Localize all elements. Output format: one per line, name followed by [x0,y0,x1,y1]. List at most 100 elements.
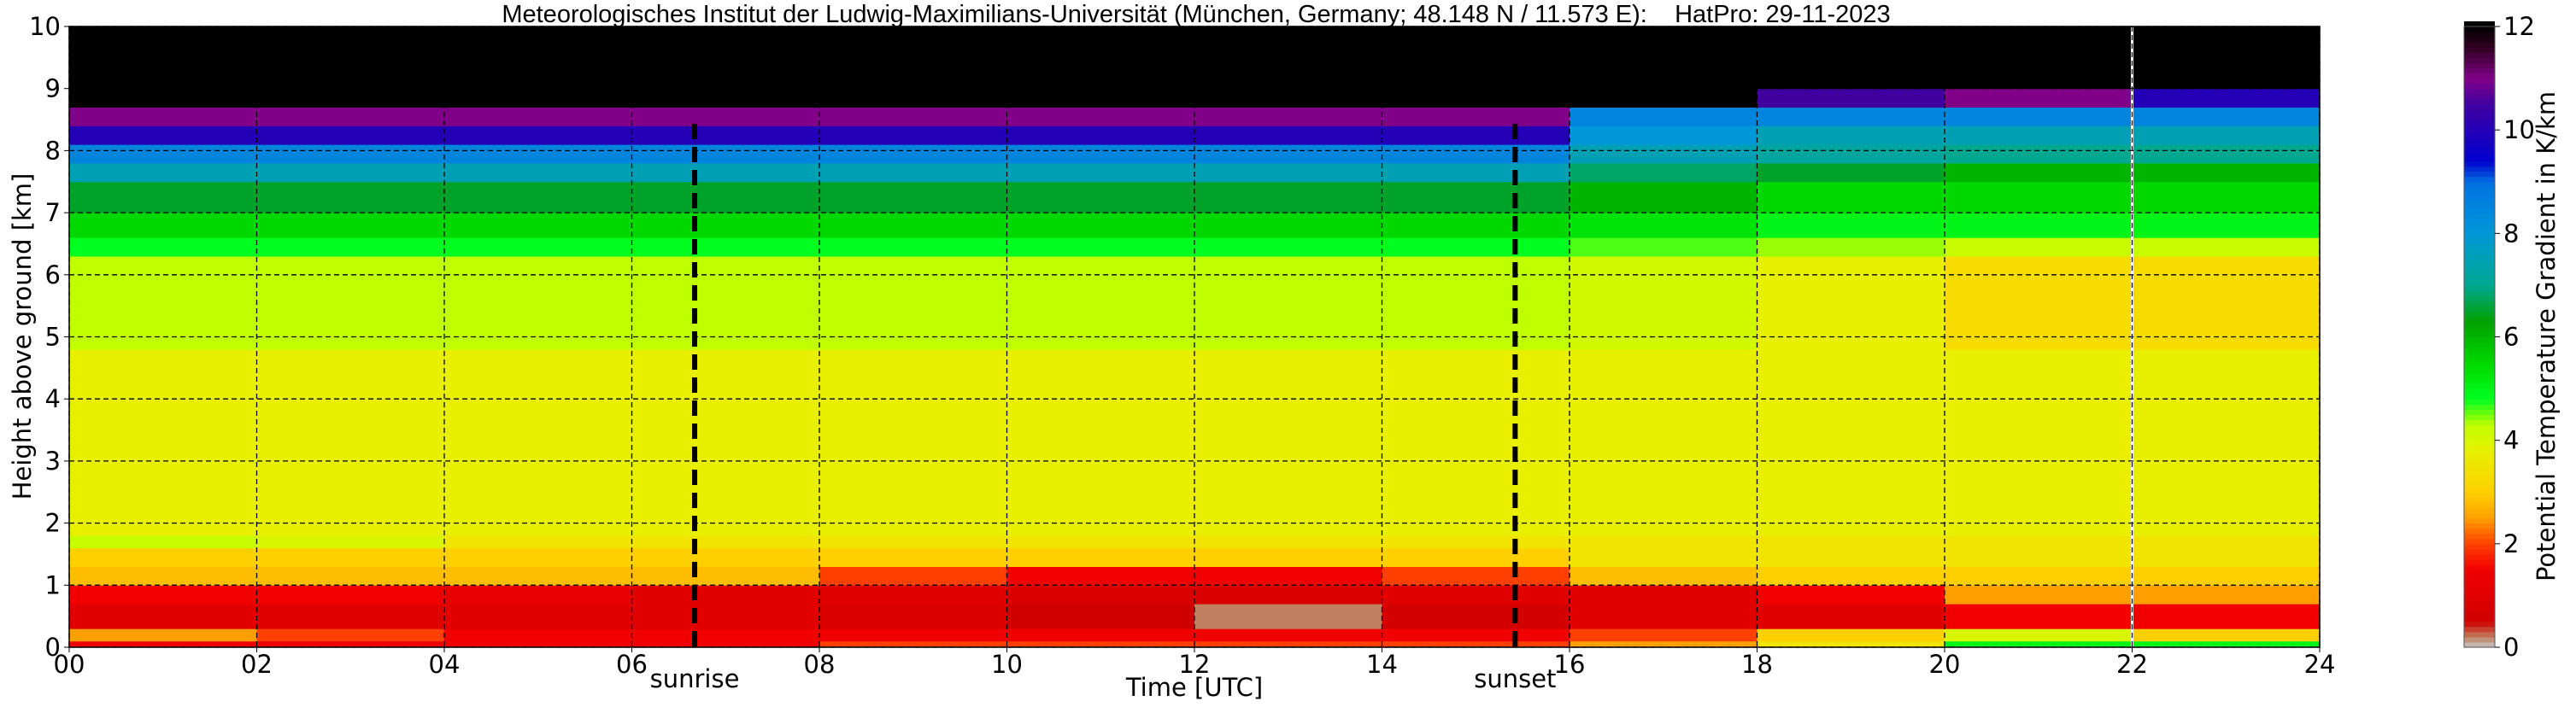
colorbar-segment [2464,171,2495,178]
heatmap-cell [256,181,445,213]
colorbar-segment [2464,471,2495,477]
heatmap-cell [256,237,445,257]
colorbar-segment [2464,223,2495,229]
x-tick-label: 08 [804,650,836,679]
heatmap-cell [256,628,445,642]
heatmap-cell [2132,181,2321,213]
heatmap-cell [1570,349,1757,536]
colorbar-segment [2464,424,2495,431]
heatmap-cell [1945,162,2133,183]
heatmap-cell [819,640,1007,648]
heatmap-cell [1757,585,1945,605]
colorbar-segment [2464,289,2495,296]
heatmap-cell [1945,566,2133,586]
heatmap-cell [1006,640,1195,648]
colorbar-segment [2464,362,2495,369]
colorbar-segment [2464,32,2495,38]
heatmap-cell [1194,255,1382,350]
heatmap-cell [2132,107,2321,126]
colorbar-segment [2464,636,2495,643]
heatmap-cell [1757,535,1945,549]
colorbar-segment [2464,196,2495,203]
heatmap-cell [1194,566,1382,586]
heatmap-cell [1570,628,1757,642]
colorbar-segment [2464,492,2495,498]
heatmap-cell [1006,535,1195,549]
colorbar-segment [2464,254,2495,260]
colorbar-segment [2464,228,2495,234]
heatmap-cell [1194,26,1382,90]
x-tick-label: 02 [241,650,273,679]
colorbar-segment [2464,389,2495,394]
heatmap-cell [1194,237,1382,257]
colorbar-segment [2464,259,2495,266]
heatmap-cell [69,628,257,642]
x-tick-label: 14 [1366,650,1398,679]
x-axis-ticks: 00 02 04 06 08 10 12 14 16 18 20 22 24 [54,647,2336,679]
y-tick-label: 8 [45,136,61,165]
heatmap-cell [1945,349,2133,536]
heatmap-cell [819,585,1007,605]
x-tick-label: 24 [2304,650,2336,679]
colorbar-segment [2464,176,2495,183]
heatmap-cell [1757,144,1945,164]
heatmap-cell [69,126,257,145]
x-tick-label: 00 [54,650,85,679]
heatmap-cell [819,535,1007,549]
y-tick-label: 3 [45,447,61,476]
colorbar-segment [2464,37,2495,43]
colorbar-segment [2464,311,2495,317]
heatmap-cell [2132,88,2321,108]
heatmap-cell [819,162,1007,183]
colorbar-segment [2464,580,2495,586]
colorbar-segment [2464,585,2495,591]
heatmap-cell [69,181,257,213]
colorbar-segment [2464,626,2495,633]
heatmap-cell [444,26,632,90]
heatmap-cell [631,107,820,126]
heatmap-cell [631,566,820,586]
colorbar-segment [2464,218,2495,224]
colorbar-segment [2464,42,2495,48]
heatmap-cell [819,604,1007,629]
colorbar-segment [2464,26,2495,32]
heatmap-cell [69,255,257,350]
colorbar-segment [2464,409,2495,415]
heatmap-cell [1570,566,1757,586]
heatmap-cell [1945,26,2133,90]
heatmap-cell [1006,181,1195,213]
colorbar-segment [2464,326,2495,333]
heatmap-cell [819,126,1007,145]
colorbar-segment [2464,575,2495,581]
y-tick-label: 6 [45,260,61,289]
colorbar-segment [2464,243,2495,250]
colorbar-segment [2464,435,2495,441]
colorbar-segment [2464,357,2495,364]
colorbar-segment [2464,125,2495,131]
heatmap-cell [444,144,632,164]
colorbar-segment [2464,213,2495,219]
heatmap-cell [631,535,820,549]
colorbar-segment [2464,605,2495,612]
colorbar-segment [2464,93,2495,100]
colorbar-tick-label: 6 [2503,323,2519,352]
x-tick-label: 16 [1554,650,1586,679]
heatmap-cell [1570,144,1757,164]
x-tick-label: 06 [616,650,648,679]
heatmap-cell [1006,604,1195,629]
heatmap-cell [444,162,632,183]
colorbar-segment [2464,570,2495,576]
heatmap-cell [1945,640,2133,648]
heatmap-cell [2132,535,2321,549]
heatmap-cell [1194,213,1382,238]
heatmap-cell [1382,604,1570,629]
colorbar-segment [2464,130,2495,136]
heatmap-cell [256,604,445,629]
colorbar-tick-label: 12 [2503,12,2535,41]
heatmap-cell [256,535,445,549]
heatmap-cell [69,26,257,90]
heatmap-cell [444,181,632,213]
heatmap-cell [1194,181,1382,213]
heatmap-cell [444,237,632,257]
heatmap-cell [256,213,445,238]
